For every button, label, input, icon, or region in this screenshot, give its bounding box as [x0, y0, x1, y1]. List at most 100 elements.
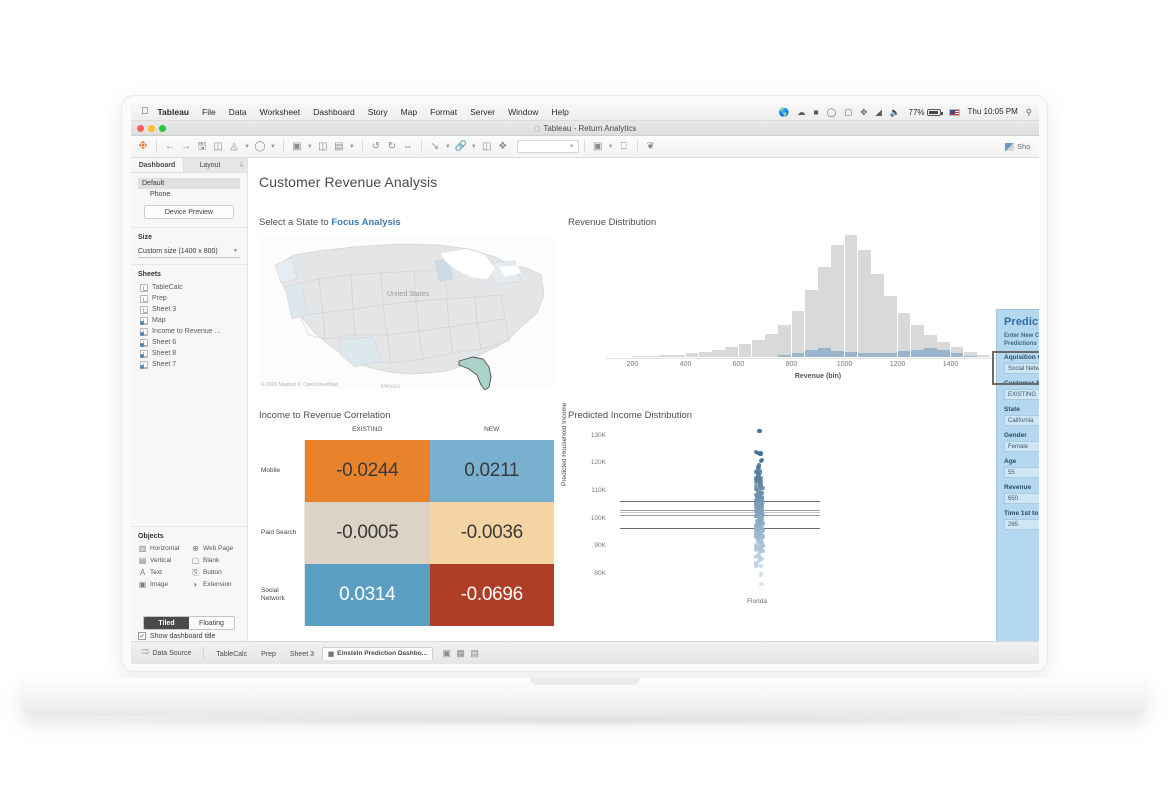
extension-status-icon[interactable]: ■ — [813, 106, 819, 117]
chevron-down-icon[interactable]: ▼ — [306, 143, 313, 150]
sheet-list-item[interactable]: Sheet 8 — [138, 348, 240, 359]
tableau-logo-icon[interactable]: ❉ — [138, 140, 148, 152]
spotlight-gray-icon[interactable]: ◯ — [826, 106, 837, 117]
simulator-value-input[interactable]: 265 — [1004, 519, 1039, 531]
totals-icon[interactable]: ◫ — [481, 140, 492, 152]
menu-item-window[interactable]: Window — [500, 107, 538, 117]
redo-icon[interactable]: ↻ — [387, 140, 396, 152]
device-phone-row[interactable]: Phone — [150, 191, 171, 198]
us-state-map[interactable]: United States Mexico © 2020 Mapbox © Ope… — [259, 235, 554, 390]
predicted-income-distribution-chart[interactable]: Predicted Household Income 130K 120K 110K 1… — [561, 403, 1033, 626]
sheet-list-item[interactable]: Sheet 7 — [138, 359, 240, 370]
object-item-image[interactable]: ▣ Image — [138, 580, 187, 589]
menu-item-file[interactable]: File — [194, 107, 216, 117]
battery-status[interactable]: 77% — [909, 108, 943, 117]
apple-icon[interactable]:  — [141, 107, 149, 117]
bluetooth-icon[interactable]: ✥ — [860, 106, 868, 117]
heatmap-cell[interactable]: 0.0314 — [305, 564, 430, 626]
device-preview-button[interactable]: Device Preview — [144, 205, 234, 219]
sort-ascending-icon[interactable]: ↘ — [430, 140, 439, 152]
chevron-down-icon[interactable]: ▼ — [244, 143, 250, 150]
volume-icon[interactable]: 🔈 — [889, 106, 901, 117]
cloud-status-icon[interactable]: ☁ — [797, 106, 806, 117]
search-icon[interactable]: ⚲ — [1025, 106, 1032, 117]
new-worksheet-icon[interactable]: ▣ — [442, 647, 451, 658]
object-item-button[interactable]: ⎘ Button — [191, 568, 240, 577]
tab-dashboard[interactable]: Dashboard — [131, 158, 183, 172]
globe-status-icon[interactable]: 🌎 — [778, 106, 790, 117]
airplay-icon[interactable]: ▢ — [844, 106, 853, 117]
clock[interactable]: Thu 10:05 PM — [967, 107, 1018, 116]
chevron-down-icon[interactable]: ▼ — [444, 143, 451, 150]
new-dashboard-icon[interactable]: ▦ — [456, 647, 465, 658]
tiled-floating-toggle[interactable]: Tiled Floating — [143, 616, 235, 630]
sheet-list-item[interactable]: Sheet 3 — [138, 304, 240, 315]
wifi-icon[interactable]: ◢ — [875, 106, 882, 117]
simulator-select[interactable]: Female▼ — [1004, 441, 1039, 453]
refresh-datasource-icon[interactable]: ◬ — [230, 140, 238, 152]
heatmap-cell[interactable]: -0.0696 — [429, 564, 554, 626]
share-icon[interactable]: ❦ — [646, 140, 655, 152]
presentation-mode-icon[interactable]: ▣ — [592, 140, 603, 152]
add-datasource-icon[interactable]: ◫ — [213, 140, 223, 152]
duplicate-sheet-icon[interactable]: ◫ — [318, 140, 328, 152]
object-item-horizontal[interactable]: ▥ Horizontal — [138, 544, 187, 553]
data-source-tab[interactable]: ⎄ Data Source — [136, 647, 197, 659]
map-graphic[interactable] — [259, 235, 554, 390]
sheet-list-item[interactable]: Prep — [138, 293, 240, 304]
pause-autoupdate-icon[interactable]: ◯ — [254, 140, 266, 152]
size-select[interactable]: Custom size (1400 x 800) ▼ — [138, 245, 240, 258]
swap-rows-columns-icon[interactable]: ⇔ — [402, 140, 413, 152]
forward-icon[interactable]: → — [181, 140, 191, 152]
heatmap-cell[interactable]: -0.0244 — [305, 440, 430, 502]
object-item-extension[interactable]: ◗ Extension — [191, 580, 240, 589]
device-preview-icon[interactable]: ⎕ — [620, 140, 627, 152]
tiled-button[interactable]: Tiled — [144, 617, 189, 629]
sheet-list-item[interactable]: Sheet 6 — [138, 337, 240, 348]
menu-item-worksheet[interactable]: Worksheet — [252, 107, 300, 117]
undo-icon[interactable]: ↺ — [371, 140, 380, 152]
tab-layout[interactable]: Layout — [183, 158, 236, 172]
heatmap-cell[interactable]: -0.0005 — [305, 502, 430, 564]
show-me-button[interactable]: Sho — [1005, 142, 1039, 151]
object-item-blank[interactable]: ▢ Blank — [191, 556, 240, 565]
device-default-row[interactable]: Default — [138, 178, 240, 189]
window-controls[interactable] — [131, 124, 166, 132]
income-revenue-correlation-heatmap[interactable]: EXISTING NEW Mobile Paid Search Social Netw… — [259, 426, 554, 626]
floating-button[interactable]: Floating — [189, 617, 234, 629]
simulator-value-input[interactable]: 650 — [1004, 493, 1039, 505]
menu-item-format[interactable]: Format — [422, 107, 457, 117]
menu-item-story[interactable]: Story — [360, 107, 388, 117]
input-language-flag-icon[interactable] — [948, 108, 960, 116]
minimize-icon[interactable] — [148, 124, 155, 132]
simulator-select[interactable]: California▼ — [1004, 415, 1039, 427]
highlight-icon[interactable]: ❖ — [498, 140, 508, 152]
checkbox-icon[interactable]: ✓ — [138, 632, 146, 640]
simulator-select[interactable]: EXISTING▼ — [1004, 389, 1039, 401]
prediction-simulator-panel[interactable]: Prediction Simulator Enter New Customer … — [996, 309, 1039, 641]
back-icon[interactable]: ← — [165, 140, 175, 152]
sheet-tab[interactable]: Sheet 3 — [289, 650, 315, 658]
sheet-tab[interactable]: TableCalc — [216, 650, 248, 658]
chevron-down-icon[interactable]: ▼ — [607, 143, 614, 150]
simulator-select[interactable]: Social Network▼ — [1004, 363, 1039, 375]
sheet-list-item[interactable]: TableCalc — [138, 282, 240, 293]
sheet-tab[interactable]: ▦ Einstein Prediction Dashbo... — [322, 646, 434, 660]
object-item-vertical[interactable]: ▤ Vertical — [138, 556, 187, 565]
simulator-value-input[interactable]: 55 — [1004, 467, 1039, 479]
maximize-icon[interactable] — [159, 124, 166, 132]
heatmap-cell[interactable]: -0.0036 — [429, 502, 554, 564]
show-dashboard-title-row[interactable]: ✓ Show dashboard title — [131, 626, 222, 646]
close-icon[interactable] — [137, 124, 144, 132]
sheet-list-item[interactable]: Map — [138, 315, 240, 326]
fit-dropdown[interactable]: ▼ — [516, 140, 579, 153]
chevron-down-icon[interactable]: ▼ — [269, 143, 276, 150]
menu-item-data[interactable]: Data — [221, 107, 247, 117]
revenue-distribution-chart[interactable]: 2004006008001000120014001600 Revenue (bi… — [568, 235, 1033, 395]
clear-sheet-icon[interactable]: ▤ — [334, 140, 344, 152]
new-worksheet-icon[interactable]: ▣ — [292, 140, 302, 152]
menu-item-map[interactable]: Map — [393, 107, 418, 117]
menu-item-server[interactable]: Server — [462, 107, 495, 117]
save-icon[interactable]: 🖫 — [197, 140, 207, 152]
chevron-down-icon[interactable]: ▼ — [470, 143, 477, 150]
